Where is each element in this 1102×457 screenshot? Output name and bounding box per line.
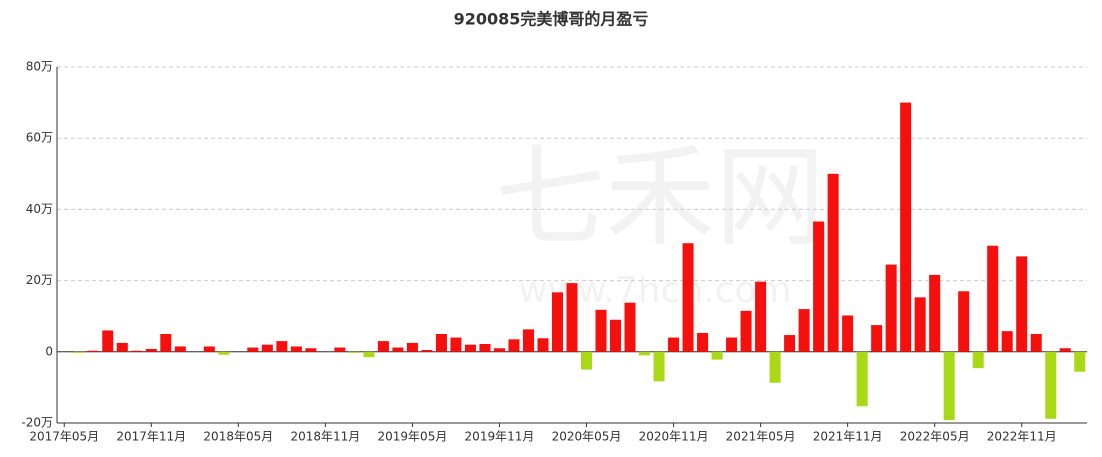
x-tick-label: 2020年11月	[639, 430, 709, 444]
bar	[972, 351, 984, 369]
bar	[537, 338, 549, 352]
x-tick-label: 2017年11月	[116, 430, 186, 444]
bar	[145, 348, 157, 352]
x-tick-label: 2022年11月	[987, 430, 1057, 444]
bar	[435, 334, 447, 352]
bar	[610, 319, 622, 352]
bar	[290, 346, 302, 352]
x-tick-label: 2021年05月	[726, 430, 796, 444]
y-tick-label: 0	[45, 344, 53, 358]
bar	[493, 348, 505, 352]
bar	[174, 346, 186, 352]
bar	[203, 346, 215, 352]
bar	[639, 351, 651, 356]
bar	[958, 291, 970, 352]
x-tick-label: 2018年05月	[203, 430, 273, 444]
bar	[929, 274, 941, 352]
watermark: 七禾网	[495, 133, 825, 261]
x-tick-label: 2019年05月	[378, 430, 448, 444]
bar	[1045, 351, 1057, 419]
bar	[87, 350, 99, 352]
bar	[987, 245, 999, 352]
bar	[348, 351, 360, 353]
bar	[1030, 334, 1042, 352]
x-tick-label: 2021年11月	[813, 430, 883, 444]
bar	[580, 351, 593, 370]
bar	[551, 292, 564, 352]
bar	[102, 330, 114, 352]
bar	[885, 264, 897, 352]
chart-title: 920085完美博哥的月盈亏	[454, 10, 649, 29]
bar	[711, 351, 723, 360]
bar	[624, 302, 636, 352]
bar	[856, 351, 868, 407]
bar	[131, 350, 143, 352]
y-tick-label: -20万	[21, 416, 53, 430]
bar	[450, 337, 462, 352]
x-tick-label: 2022年05月	[900, 430, 970, 444]
bar	[784, 335, 796, 352]
bar	[668, 337, 680, 352]
bar	[871, 325, 883, 352]
bar	[566, 283, 578, 352]
bar	[116, 342, 128, 352]
bar	[1059, 348, 1071, 352]
watermark: www.7hcn.com	[518, 270, 791, 311]
bar	[755, 281, 767, 352]
y-tick-label: 20万	[26, 273, 53, 287]
bar	[1016, 256, 1028, 352]
bar	[740, 310, 752, 352]
bar	[421, 350, 433, 352]
x-tick-label: 2018年11月	[290, 430, 360, 444]
bar	[813, 221, 825, 352]
x-tick-label: 2017年05月	[29, 430, 99, 444]
y-tick-label: 40万	[26, 202, 53, 216]
bar	[1001, 331, 1013, 352]
bar	[247, 347, 259, 352]
y-tick-label: 60万	[26, 131, 53, 145]
bar	[653, 351, 665, 382]
bar	[943, 351, 955, 421]
bar	[218, 351, 230, 355]
x-tick-label: 2019年11月	[465, 430, 535, 444]
bar	[261, 344, 273, 352]
bar	[334, 347, 346, 352]
bar	[522, 329, 534, 352]
bar	[377, 341, 389, 352]
bar	[900, 102, 912, 352]
bar	[479, 343, 491, 352]
bar	[160, 334, 172, 352]
bar	[363, 351, 375, 358]
y-tick-label: 80万	[26, 60, 53, 74]
bar	[276, 341, 288, 352]
bar	[508, 339, 520, 352]
bar	[305, 348, 317, 352]
bar	[682, 243, 694, 352]
bar	[726, 337, 738, 352]
bar	[842, 315, 854, 352]
bar	[827, 173, 839, 352]
bar	[914, 297, 926, 352]
x-tick-label: 2020年05月	[552, 430, 622, 444]
bar	[769, 351, 781, 383]
bar	[464, 344, 476, 352]
bar	[595, 309, 607, 352]
bar	[392, 347, 404, 352]
bar	[697, 332, 709, 352]
bar	[406, 342, 418, 352]
bar	[1074, 351, 1086, 372]
bar	[73, 351, 85, 353]
bar	[798, 309, 810, 352]
